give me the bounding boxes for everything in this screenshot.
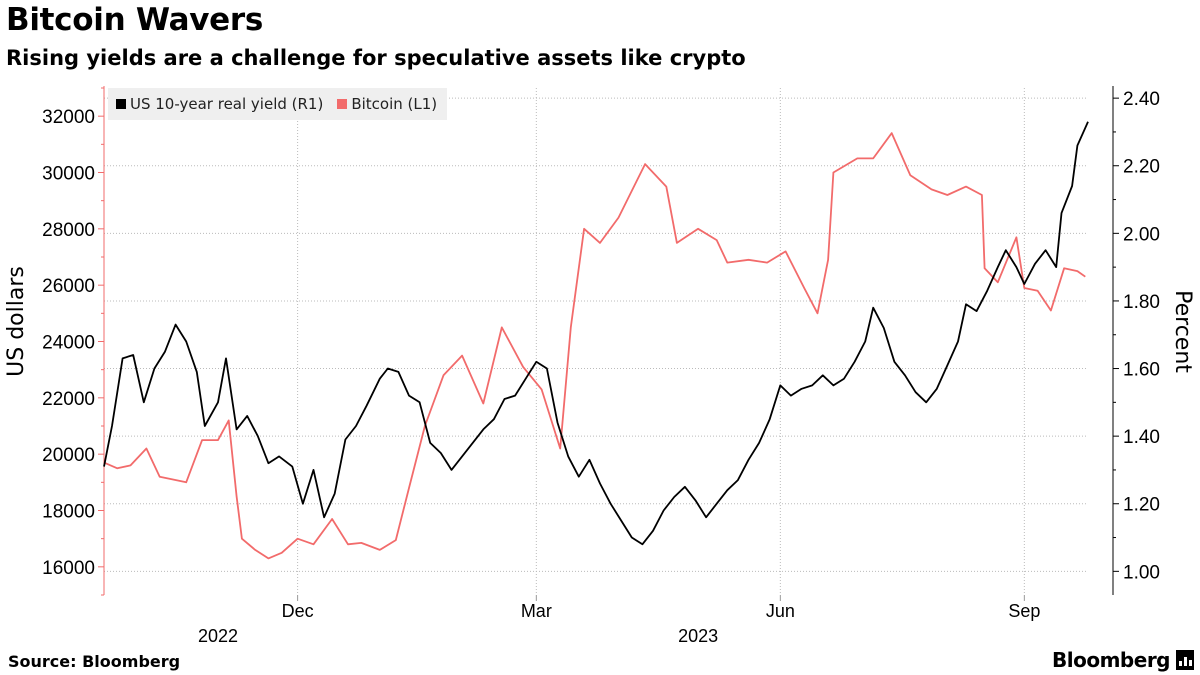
x-tick-label: Sep <box>1008 601 1040 621</box>
left-tick-label: 26000 <box>42 276 95 297</box>
bloomberg-chart-icon <box>1176 650 1194 670</box>
left-tick-label: 20000 <box>42 445 95 466</box>
axes <box>98 86 1119 601</box>
left-tick-label: 22000 <box>42 389 95 410</box>
x-tick-label: Dec <box>282 601 314 621</box>
gridlines <box>104 88 1088 595</box>
chart-title: Bitcoin Wavers <box>6 2 264 38</box>
right-tick-label: 1.60 <box>1123 360 1160 381</box>
left-axis-title: US dollars <box>4 266 29 377</box>
x-tick-label: Jun <box>766 601 795 621</box>
source-note: Source: Bloomberg <box>8 652 181 671</box>
year-label: 2023 <box>678 626 718 646</box>
right-tick-label: 1.80 <box>1123 292 1160 313</box>
left-tick-label: 28000 <box>42 220 95 241</box>
legend-label-real-yield: US 10-year real yield (R1) <box>130 95 324 113</box>
right-tick-label: 2.00 <box>1123 224 1160 245</box>
left-tick-label: 30000 <box>42 164 95 185</box>
left-tick-label: 24000 <box>42 333 95 354</box>
right-tick-label: 1.20 <box>1123 495 1160 516</box>
left-tick-label: 32000 <box>42 107 95 128</box>
series-line-bitcoin <box>103 132 1086 560</box>
axis-labels: 16000 18000 20000 22000 24000 26000 28000 30000… <box>4 89 1195 646</box>
x-tick-label: Mar <box>521 601 552 621</box>
legend-label-bitcoin: Bitcoin (L1) <box>351 95 438 113</box>
right-tick-label: 2.20 <box>1123 157 1160 178</box>
year-label: 2022 <box>198 626 238 646</box>
legend-entry-bitcoin: Bitcoin (L1) <box>337 95 437 113</box>
left-tick-label: 16000 <box>42 558 95 579</box>
chart-subtitle: Rising yields are a challenge for specul… <box>6 46 746 70</box>
right-axis-title: Percent <box>1170 290 1195 373</box>
right-tick-label: 1.00 <box>1123 562 1160 583</box>
brand-logo: Bloomberg <box>1052 648 1170 672</box>
left-tick-label: 18000 <box>42 502 95 523</box>
series-lines <box>103 121 1089 560</box>
legend-entry-real-yield: US 10-year real yield (R1) <box>116 95 323 113</box>
series-line-real-yield <box>103 121 1089 546</box>
legend-swatch-real-yield <box>116 99 126 109</box>
legend: US 10-year real yield (R1) Bitcoin (L1) <box>108 88 448 120</box>
right-tick-label: 2.40 <box>1123 89 1160 110</box>
legend-swatch-bitcoin <box>337 99 348 109</box>
right-tick-label: 1.40 <box>1123 427 1160 448</box>
